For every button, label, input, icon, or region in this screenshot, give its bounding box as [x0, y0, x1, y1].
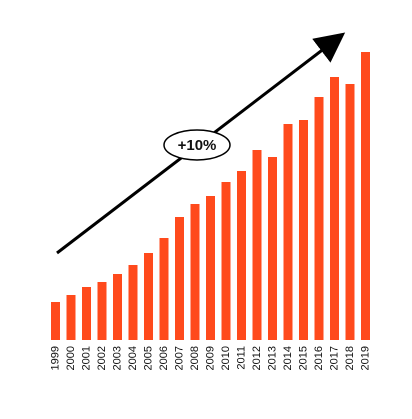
bar: [361, 52, 370, 340]
bar: [221, 182, 231, 340]
bar: [345, 84, 355, 340]
x-tick-label: 2011: [235, 346, 247, 370]
bar: [314, 97, 324, 340]
bar: [237, 171, 246, 340]
bar: [51, 302, 60, 340]
x-tick-label: 2015: [297, 346, 309, 370]
x-tick-label: 2000: [65, 346, 77, 370]
x-tick-label: 2019: [359, 346, 371, 370]
x-tick-label: 2008: [189, 346, 201, 370]
x-tick-label: 2009: [204, 346, 216, 370]
annotation: +10%: [178, 137, 217, 154]
bar: [268, 157, 277, 340]
x-tick-label: 2001: [80, 346, 92, 370]
bar: [252, 150, 262, 340]
bar: [299, 120, 308, 340]
bar: [97, 282, 107, 340]
x-tick-label: 2002: [96, 346, 108, 370]
bar: [159, 238, 169, 340]
x-tick-label: 2017: [328, 346, 340, 370]
bar: [283, 124, 293, 340]
x-tick-label: 2013: [266, 346, 278, 370]
x-tick-label: 2018: [344, 346, 356, 370]
bar: [144, 253, 153, 340]
x-tick-label: 2010: [220, 346, 232, 370]
x-tick-label: 2012: [251, 346, 263, 370]
bar: [66, 295, 76, 340]
bar: [190, 204, 200, 340]
x-tick-label: 2006: [158, 346, 170, 370]
x-tick-label: 2016: [313, 346, 325, 370]
annotation-bubble: [163, 129, 231, 161]
bar: [128, 265, 138, 340]
x-tick-label: 2004: [127, 346, 139, 370]
bar: [206, 196, 215, 340]
x-tick-label: 1999: [49, 346, 61, 370]
x-tick-label: 2003: [111, 346, 123, 370]
bar: [175, 217, 184, 340]
x-tick-label: 2005: [142, 346, 154, 370]
bar: [82, 287, 91, 340]
bar: [330, 77, 339, 340]
bar: [113, 274, 122, 340]
x-tick-label: 2007: [173, 346, 185, 370]
x-tick-label: 2014: [282, 346, 294, 370]
